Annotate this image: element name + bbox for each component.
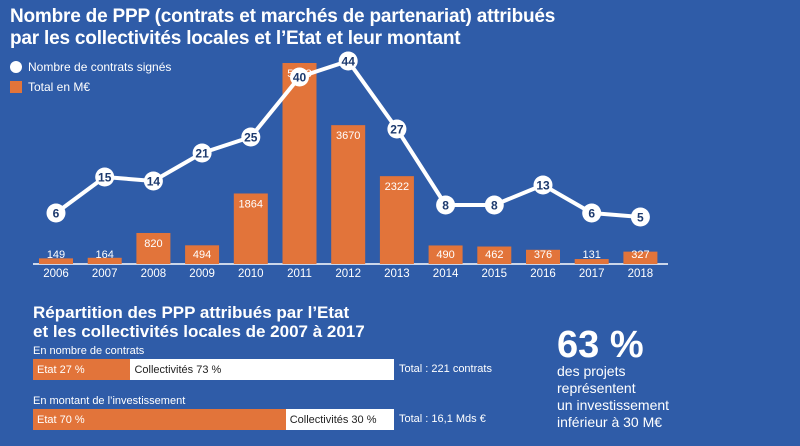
bar-label-2014: 490 <box>436 249 454 261</box>
highlight-line-4: inférieur à 30 M€ <box>557 414 663 430</box>
contracts-total: Total : 221 contrats <box>399 363 492 375</box>
point-2008 <box>143 171 163 191</box>
point-2014 <box>436 195 456 215</box>
investment-label: En montant de l’investissement <box>33 395 186 407</box>
x-tick-2007: 2007 <box>92 268 118 280</box>
bar-2007 <box>87 257 122 264</box>
bar-label-2012: 3670 <box>336 130 360 142</box>
bar-2013 <box>379 176 414 264</box>
bar-2009 <box>185 245 220 264</box>
legend-amount: Total en M€ <box>10 80 90 94</box>
bar-2018 <box>623 251 658 264</box>
investment-collectivites-segment: Collectivités 30 % <box>285 409 394 430</box>
point-2015 <box>484 195 504 215</box>
title-line-2: par les collectivités locales et l’Etat … <box>10 28 461 49</box>
circle-icon <box>10 61 22 73</box>
point-label-2014: 8 <box>442 199 449 213</box>
highlight-text: des projets représentent un investisseme… <box>557 363 757 431</box>
bar-label-2015: 462 <box>485 249 503 261</box>
bar-2017 <box>574 259 609 264</box>
x-tick-2015: 2015 <box>482 268 508 280</box>
point-2017 <box>582 203 602 223</box>
highlight-line-1: des projets <box>557 363 626 379</box>
square-icon <box>10 81 22 93</box>
contracts-collectivites-segment: Collectivités 73 % <box>130 359 394 380</box>
x-tick-2011: 2011 <box>287 268 312 280</box>
x-tick-2014: 2014 <box>433 268 459 280</box>
x-tick-2010: 2010 <box>238 268 264 280</box>
point-label-2018: 5 <box>637 211 644 225</box>
point-2009 <box>192 143 212 163</box>
point-label-2007: 15 <box>98 171 112 185</box>
bar-2010 <box>233 193 268 264</box>
point-2007 <box>95 167 115 187</box>
highlight-line-3: un investissement <box>557 397 670 413</box>
repartition-title: Répartition des PPP attribués par l’Etat… <box>33 303 453 341</box>
highlight-line-2: représentent <box>557 380 636 396</box>
bar-2015 <box>477 246 512 264</box>
point-label-2012: 44 <box>342 55 356 69</box>
title-line-1: Nombre de PPP (contrats et marchés de pa… <box>10 6 556 27</box>
contracts-etat-segment: Etat 27 % <box>33 359 131 380</box>
contracts-split-bar: Etat 27 % Collectivités 73 % <box>33 359 394 380</box>
bar-2016 <box>526 249 560 264</box>
x-tick-2012: 2012 <box>335 268 361 280</box>
bar-2012 <box>331 125 366 265</box>
contracts-label: En nombre de contrats <box>33 345 145 357</box>
x-tick-2018: 2018 <box>628 268 654 280</box>
point-label-2011: 40 <box>293 71 307 85</box>
repartition-title-line-1: Répartition des PPP attribués par l’Etat <box>33 303 350 322</box>
x-tick-2006: 2006 <box>43 268 69 280</box>
point-label-2009: 21 <box>195 147 209 161</box>
legend-amount-label: Total en M€ <box>28 80 91 94</box>
x-tick-2017: 2017 <box>579 268 605 280</box>
point-label-2017: 6 <box>588 207 595 221</box>
point-2013 <box>387 119 407 139</box>
chart-title: Nombre de PPP (contrats et marchés de pa… <box>10 6 790 50</box>
point-2011 <box>290 67 309 87</box>
bar-2011 <box>282 63 317 264</box>
x-tick-2016: 2016 <box>530 268 556 280</box>
bar-label-2013: 2322 <box>385 181 409 193</box>
bar-label-2017: 131 <box>583 249 601 261</box>
bar-2006 <box>39 258 73 264</box>
bar-label-2008: 820 <box>144 238 162 250</box>
point-2006 <box>46 203 66 223</box>
bar-label-2006: 149 <box>47 249 65 261</box>
point-label-2008: 14 <box>147 175 161 189</box>
repartition-title-line-2: et les collectivités locales de 2007 à 2… <box>33 322 365 341</box>
bar-label-2007: 164 <box>96 249 114 261</box>
investment-etat-segment: Etat 70 % <box>33 409 286 430</box>
bar-label-2016: 376 <box>534 249 552 261</box>
bar-label-2010: 1864 <box>239 198 263 210</box>
bar-label-2018: 327 <box>631 249 649 261</box>
combo-chart: 1492006164200782020084942009186420105313… <box>33 51 668 280</box>
point-2016 <box>533 175 553 195</box>
x-tick-2008: 2008 <box>141 268 167 280</box>
bar-label-2009: 494 <box>193 249 211 261</box>
point-label-2016: 13 <box>536 179 550 193</box>
point-2010 <box>241 127 261 147</box>
point-label-2015: 8 <box>491 199 498 213</box>
point-label-2010: 25 <box>244 131 258 145</box>
investment-split-bar: Etat 70 % Collectivités 30 % <box>33 409 394 430</box>
point-label-2013: 27 <box>390 123 404 137</box>
x-tick-2013: 2013 <box>384 268 410 280</box>
point-2012 <box>338 51 358 71</box>
x-tick-2009: 2009 <box>189 268 215 280</box>
highlight-percentage: 63 % <box>557 324 644 366</box>
point-label-2006: 6 <box>53 207 60 221</box>
point-2018 <box>630 207 650 227</box>
investment-total: Total : 16,1 Mds € <box>399 413 486 425</box>
legend-contracts-label: Nombre de contrats signés <box>28 60 172 74</box>
bar-2008 <box>136 232 171 264</box>
legend-contracts: Nombre de contrats signés <box>10 60 171 74</box>
bar-2014 <box>428 245 463 264</box>
